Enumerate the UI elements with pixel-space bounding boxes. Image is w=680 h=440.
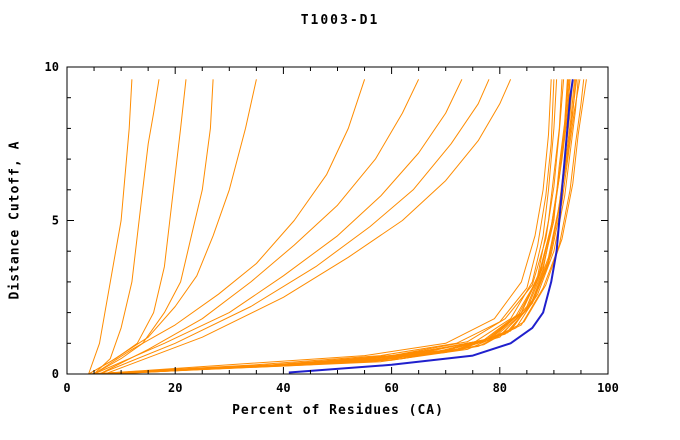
y-tick-label: 5	[52, 214, 59, 228]
model-curve	[93, 79, 569, 375]
highlighted-model-curve	[288, 79, 574, 374]
model-curve	[99, 79, 585, 375]
model-curve	[99, 79, 581, 375]
x-tick-label: 0	[63, 381, 70, 395]
model-curve	[115, 79, 575, 375]
tick-labels: 0 20 40 60 80 100 0 5 10	[45, 60, 619, 395]
model-curve	[88, 79, 555, 375]
y-tick-label: 10	[45, 60, 59, 74]
model-curve	[93, 79, 160, 375]
model-curve	[88, 79, 257, 375]
model-curve	[93, 79, 563, 375]
model-curve	[93, 79, 214, 375]
y-tick-label: 0	[52, 367, 59, 381]
model-curve	[88, 79, 133, 375]
model-curve	[88, 79, 565, 375]
model-curve	[99, 79, 578, 375]
chart-title: T1003-D1	[300, 13, 380, 28]
model-curve	[104, 79, 571, 375]
x-tick-label: 60	[384, 381, 398, 395]
model-curve	[99, 79, 420, 375]
model-curves	[88, 79, 587, 375]
model-curve	[93, 79, 552, 375]
x-tick-label: 20	[168, 381, 182, 395]
model-curve	[104, 79, 512, 375]
y-axis-label: Distance Cutoff, A	[7, 140, 23, 300]
model-curve	[88, 79, 187, 375]
model-curve	[99, 79, 490, 375]
x-tick-label: 100	[597, 381, 619, 395]
model-curve	[104, 79, 579, 375]
model-curve	[93, 79, 570, 375]
axes	[66, 66, 609, 375]
x-tick-label: 80	[493, 381, 507, 395]
model-curve	[93, 79, 463, 375]
x-tick-label: 40	[276, 381, 290, 395]
model-curve	[99, 79, 576, 375]
model-curve	[93, 79, 366, 375]
x-axis-label: Percent of Residues (CA)	[232, 403, 444, 418]
